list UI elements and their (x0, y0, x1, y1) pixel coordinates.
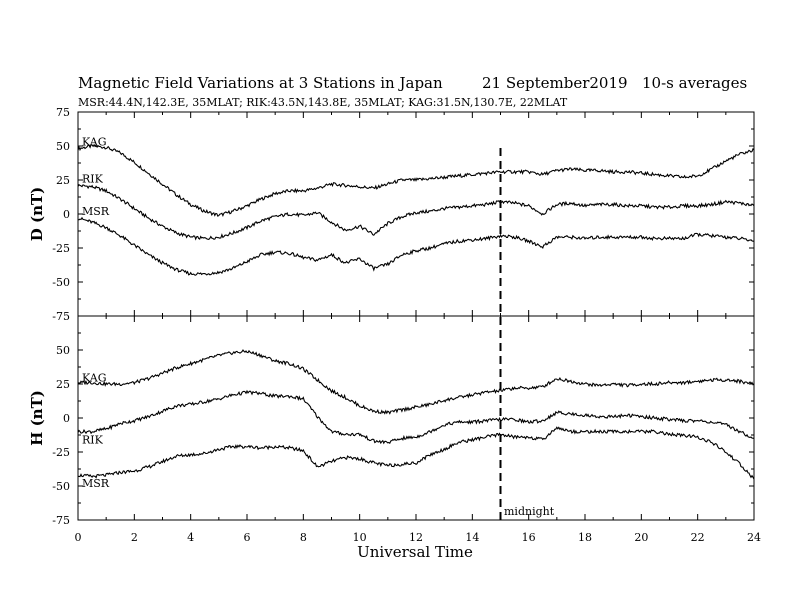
y-tick-label: 25 (56, 378, 70, 391)
y-tick-label: 0 (63, 208, 70, 221)
x-tick-label: 8 (300, 531, 307, 544)
x-tick-label: 20 (634, 531, 648, 544)
series-line-kag (77, 349, 755, 415)
y-tick-label: -25 (52, 242, 70, 255)
y-tick-label: -50 (52, 480, 70, 493)
chart-date: 21 September2019 (482, 74, 628, 92)
x-tick-label: 6 (244, 531, 251, 544)
y-tick-label: 75 (56, 106, 70, 119)
y-tick-label: -75 (52, 514, 70, 527)
x-tick-label: 4 (187, 531, 194, 544)
series-label-rik: RIK (82, 172, 104, 185)
averaging-label: 10-s averages (642, 74, 747, 92)
series-label-kag: KAG (82, 136, 107, 149)
y-tick-label: 25 (56, 174, 70, 187)
y-tick-label: -25 (52, 446, 70, 459)
d-axis-label: D (nT) (28, 187, 46, 242)
series-label-msr: MSR (82, 205, 110, 218)
series-line-msr (77, 216, 754, 276)
y-tick-label: 50 (56, 140, 70, 153)
series-line-msr (77, 426, 755, 480)
chart-title: Magnetic Field Variations at 3 Stations … (78, 74, 443, 92)
series-line-rik (77, 184, 755, 241)
x-tick-label: 16 (522, 531, 536, 544)
series-label-msr: MSR (82, 477, 110, 490)
x-tick-label: 14 (465, 531, 479, 544)
series-line-kag (77, 143, 755, 218)
x-tick-label: 0 (75, 531, 82, 544)
x-tick-label: 24 (747, 531, 761, 544)
y-tick-label: -75 (52, 310, 70, 323)
x-tick-label: 22 (691, 531, 705, 544)
series-label-kag: KAG (82, 372, 107, 385)
y-tick-label: 0 (63, 412, 70, 425)
x-tick-label: 12 (409, 531, 423, 544)
series-label-rik: RIK (82, 434, 104, 447)
y-tick-label: -50 (52, 276, 70, 289)
series-line-rik (77, 389, 755, 445)
midnight-label: midnight (504, 505, 555, 518)
x-tick-label: 18 (578, 531, 592, 544)
y-tick-label: 50 (56, 344, 70, 357)
x-axis-label: Universal Time (357, 543, 473, 561)
x-tick-label: 10 (353, 531, 367, 544)
station-coordinates: MSR:44.4N,142.3E, 35MLAT; RIK:43.5N,143.… (78, 96, 568, 109)
h-axis-label: H (nT) (28, 390, 46, 446)
x-tick-label: 2 (131, 531, 138, 544)
